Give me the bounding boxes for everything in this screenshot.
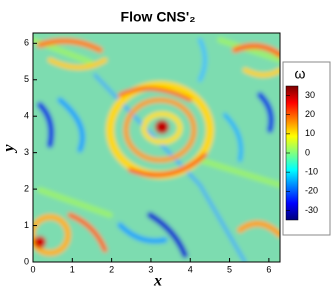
colorbar-tick-label: 30 [305,90,315,100]
y-tick-label: 6 [24,38,29,48]
colorbar-tick-label: 0 [305,147,310,157]
colorbar-tick-label: 20 [305,109,315,119]
y-tick-label: 4 [24,111,29,121]
colorbar-tick-label: -10 [305,167,318,177]
chart-title: Flow CNS'₂ [121,9,196,25]
plot-frame [32,32,281,263]
vorticity-field [33,33,280,262]
x-tick-label: 6 [266,264,271,274]
colorbar-tick-label: 10 [305,128,315,138]
y-tick-label: 0 [24,256,29,266]
x-tick-label: 5 [227,264,232,274]
y-axis-label: y [1,144,18,154]
x-tick-label: 0 [30,264,35,274]
x-tick-label: 2 [109,264,114,274]
y-tick-label: 1 [24,220,29,230]
colorbar-tick-label: -30 [305,205,318,215]
x-axis-label: x [153,273,162,290]
y-tick-label: 5 [24,74,29,84]
x-tick-label: 1 [70,264,75,274]
x-tick-label: 4 [188,264,193,274]
y-tick-label: 2 [24,183,29,193]
colorbar-label: ω [295,66,306,82]
x-tick-label: 3 [148,264,153,274]
y-tick-label: 3 [24,147,29,157]
colorbar-tick-label: -20 [305,186,318,196]
